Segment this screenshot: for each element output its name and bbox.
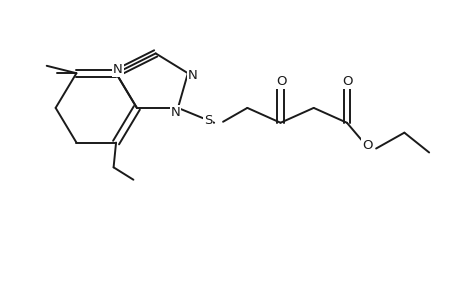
Text: N: N	[188, 69, 197, 82]
Text: N: N	[170, 106, 180, 119]
Text: O: O	[361, 139, 372, 152]
Text: O: O	[276, 75, 286, 88]
Text: N: N	[113, 63, 123, 76]
Text: O: O	[342, 75, 353, 88]
Text: S: S	[204, 114, 212, 127]
